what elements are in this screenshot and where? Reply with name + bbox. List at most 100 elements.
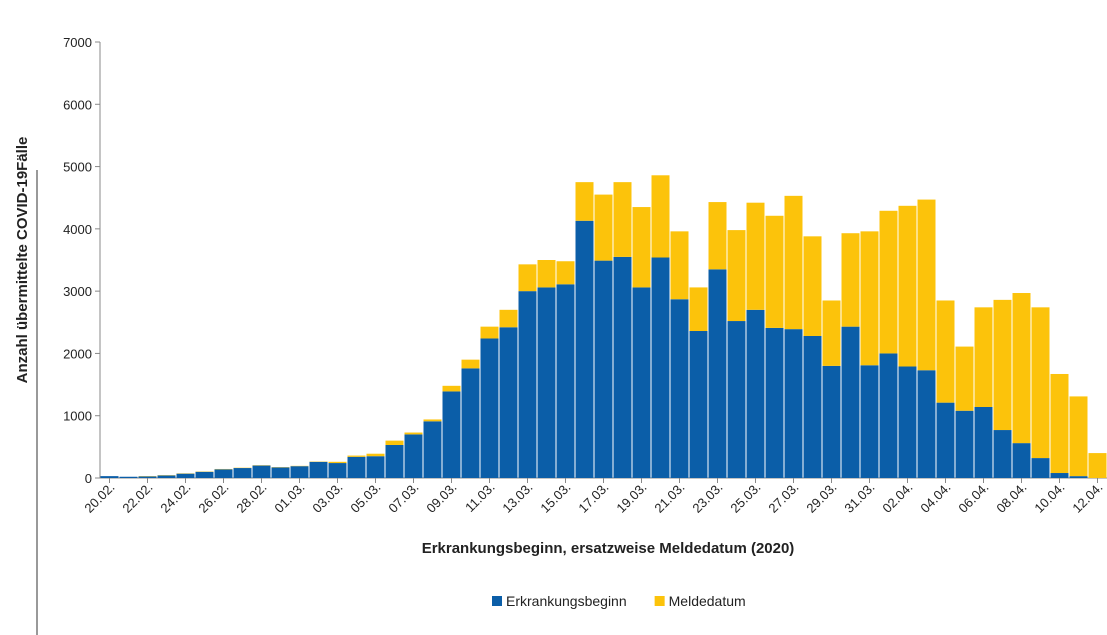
bar-segment <box>822 365 841 478</box>
bar-segment <box>252 465 271 478</box>
x-tick-label: 23.03. <box>689 480 725 516</box>
x-tick-label: 28.02. <box>233 480 269 516</box>
bar-segment <box>518 264 537 292</box>
bar-segment <box>518 291 537 478</box>
bar-segment <box>442 385 461 392</box>
bar-segment <box>1031 458 1050 478</box>
bar-segment <box>328 461 347 464</box>
bar-segment <box>594 194 613 261</box>
bar-segment <box>803 236 822 336</box>
x-tick-label: 15.03. <box>537 480 573 516</box>
bar-segment <box>784 195 803 330</box>
bar-segment <box>480 338 499 478</box>
x-tick-label: 29.03. <box>803 480 839 516</box>
x-tick-label: 02.04. <box>879 480 915 516</box>
x-tick-label: 01.03. <box>271 480 307 516</box>
x-tick-label: 04.04. <box>917 480 953 516</box>
bar-segment <box>119 476 138 478</box>
bar-segment <box>708 269 727 478</box>
y-tick-label: 7000 <box>63 35 92 50</box>
x-tick-label: 11.03. <box>462 480 497 515</box>
x-tick-label: 25.03. <box>727 480 763 516</box>
bar-segment <box>632 207 651 288</box>
bar-segment <box>537 260 556 288</box>
x-tick-label: 24.02. <box>157 480 193 516</box>
bar-segment <box>841 326 860 478</box>
bar-segment <box>746 202 765 310</box>
bar-segment <box>195 471 214 478</box>
x-tick-label: 08.04. <box>993 480 1029 516</box>
bar-segment <box>1031 307 1050 459</box>
y-tick-label: 4000 <box>63 222 92 237</box>
bar-segment <box>917 199 936 371</box>
bar-segment <box>936 300 955 403</box>
legend-label: Erkrankungsbeginn <box>506 593 627 609</box>
bar-segment <box>651 257 670 478</box>
bar-segment <box>765 327 784 478</box>
bar-segment <box>860 365 879 478</box>
bar-segment <box>689 287 708 332</box>
bar-segment <box>556 261 575 285</box>
bar-segment <box>575 220 594 478</box>
x-tick-label: 21.03. <box>651 480 687 516</box>
bar-segment <box>461 368 480 478</box>
x-tick-label: 27.03. <box>765 480 801 516</box>
bar-segment <box>993 299 1012 431</box>
bar-segment <box>974 406 993 478</box>
bar-segment <box>1050 373 1069 474</box>
legend-swatch <box>654 596 665 606</box>
bar-segment <box>404 432 423 435</box>
bar-segment <box>993 430 1012 478</box>
bar-segment <box>1012 443 1031 478</box>
bar-segment <box>765 215 784 328</box>
y-tick-label: 5000 <box>63 160 92 175</box>
bar-segment <box>879 353 898 478</box>
bar-segment <box>727 321 746 478</box>
x-tick-label: 31.03. <box>841 480 877 516</box>
bar-segment <box>328 463 347 478</box>
bar-segment <box>233 468 252 478</box>
bar-segment <box>461 359 480 369</box>
bar-segment <box>176 473 195 478</box>
bar-segment <box>860 231 879 366</box>
bar-segment <box>936 402 955 478</box>
y-tick-label: 0 <box>85 471 92 486</box>
bar-segment <box>309 461 328 478</box>
x-tick-label: 17.03. <box>575 480 611 516</box>
bar-segment <box>100 476 119 478</box>
legend-swatch <box>492 596 502 606</box>
x-tick-label: 13.03. <box>499 480 535 516</box>
bar-segment <box>556 284 575 478</box>
bar-segment <box>727 230 746 322</box>
bar-segment <box>879 210 898 354</box>
bar-segment <box>784 329 803 478</box>
bar-segment <box>955 346 974 411</box>
bar-segment <box>442 391 461 478</box>
bar-segment <box>499 309 518 328</box>
bar-segment <box>537 287 556 478</box>
x-tick-label: 22.02. <box>119 480 155 516</box>
bar-segment <box>746 309 765 478</box>
bar-segment <box>803 335 822 478</box>
bar-segment <box>385 444 404 478</box>
bar-segment <box>898 205 917 367</box>
bar-segment <box>1069 476 1088 478</box>
bar-segment <box>917 370 936 478</box>
bar-segment <box>214 469 233 478</box>
y-tick-label: 1000 <box>63 409 92 424</box>
legend-label: Meldedatum <box>669 593 746 609</box>
bar-segment <box>423 421 442 478</box>
bar-segment <box>670 299 689 478</box>
bar-segment <box>651 175 670 258</box>
bar-segment <box>423 419 442 422</box>
x-tick-label: 07.03. <box>385 480 421 516</box>
y-tick-label: 2000 <box>63 346 92 361</box>
x-tick-label: 03.03. <box>309 480 345 516</box>
bar-segment <box>689 331 708 478</box>
bar-segment <box>347 456 366 478</box>
x-tick-label: 09.03. <box>423 480 459 516</box>
x-tick-label: 19.03. <box>613 480 649 516</box>
bar-segment <box>575 182 594 221</box>
bar-segment <box>613 256 632 478</box>
